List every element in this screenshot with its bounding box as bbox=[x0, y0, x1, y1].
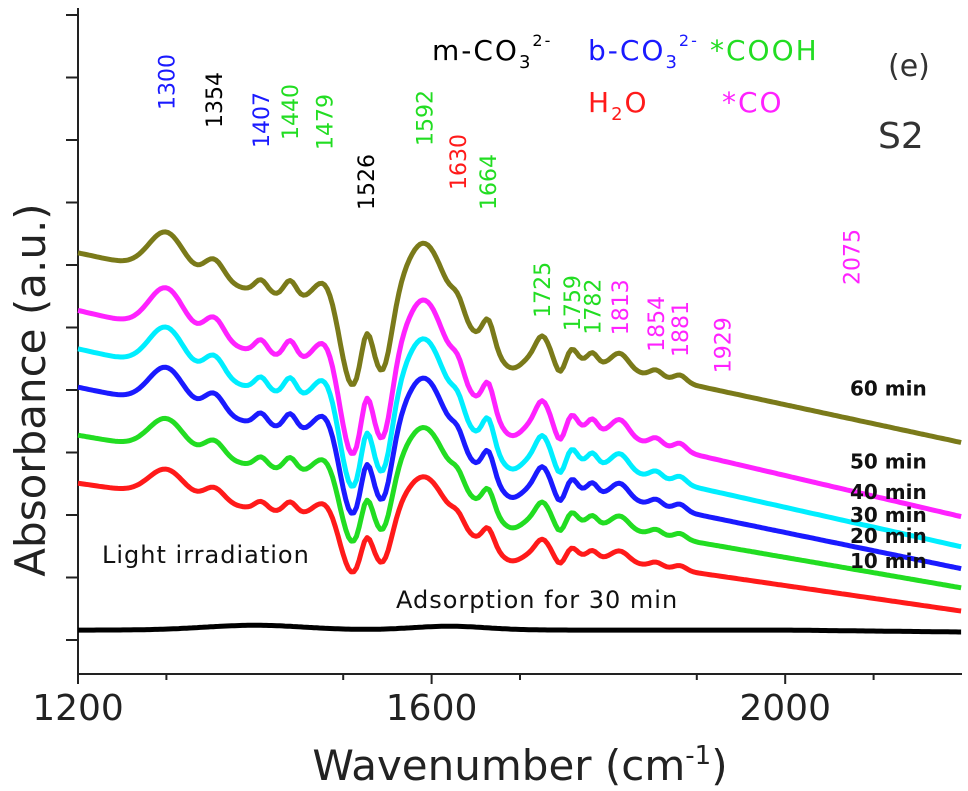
x-axis-title-main: Wavenumber (cm bbox=[312, 741, 685, 790]
annotation-light-irradiation: Light irradiation bbox=[102, 541, 310, 569]
peak-label: 1725 bbox=[531, 262, 556, 318]
series-label: 30 min bbox=[850, 503, 927, 527]
series-line bbox=[77, 466, 962, 614]
legend-subscript: 3 bbox=[665, 52, 678, 73]
legend-text: H bbox=[588, 86, 611, 119]
legend-item: H2O bbox=[588, 86, 649, 125]
x-axis-title-sup: -1 bbox=[685, 741, 711, 771]
peak-label: 1479 bbox=[314, 94, 339, 150]
y-axis-title: Absorbance (a.u.) bbox=[6, 203, 55, 576]
legend-item: b-CO32- bbox=[588, 31, 699, 73]
peak-label: 1300 bbox=[155, 54, 180, 110]
peak-label: 1881 bbox=[669, 301, 694, 357]
series-label: 60 min bbox=[850, 376, 927, 400]
x-axis-ticks: 1200 1600 2000 bbox=[32, 674, 875, 729]
peak-label: 1407 bbox=[250, 92, 275, 148]
series-line bbox=[78, 622, 962, 635]
x-axis-title-end: ) bbox=[711, 741, 727, 790]
series-label: 40 min bbox=[850, 480, 927, 504]
series-line bbox=[77, 364, 962, 572]
peak-label: 1929 bbox=[711, 317, 736, 373]
series-label: Adsorption for 30 min bbox=[396, 586, 678, 614]
peak-label: 1354 bbox=[203, 72, 228, 128]
y-axis-ticks bbox=[66, 14, 78, 641]
legend-text: *CO bbox=[722, 86, 784, 119]
sample-label: S2 bbox=[878, 116, 924, 157]
series-line bbox=[77, 415, 962, 591]
peak-label: 1759 bbox=[561, 275, 586, 331]
peak-label: 1440 bbox=[279, 84, 304, 140]
peak-label: 1630 bbox=[447, 134, 472, 190]
peak-label: 1813 bbox=[609, 279, 634, 335]
peak-label: 1854 bbox=[645, 296, 670, 352]
legend-subscript: 2 bbox=[611, 104, 624, 125]
legend-superscript: 2- bbox=[532, 31, 552, 50]
peak-labels: 1300 1354 1407 1440 1479 1526 1592 1630 1664 1725… bbox=[155, 54, 865, 373]
peak-label: 1526 bbox=[355, 154, 380, 210]
legend-item: m-CO32- bbox=[432, 31, 552, 73]
spectra-curves bbox=[77, 229, 962, 635]
legend-text-tail: O bbox=[625, 86, 649, 119]
series-label: 20 min bbox=[850, 524, 927, 548]
peak-label: 1592 bbox=[414, 90, 439, 146]
x-tick-label: 2000 bbox=[739, 688, 831, 729]
peak-label: 1782 bbox=[581, 279, 606, 335]
series-line bbox=[77, 285, 962, 520]
peak-label: 2075 bbox=[841, 229, 866, 285]
series-label: 50 min bbox=[850, 449, 927, 473]
legend-subscript: 3 bbox=[519, 52, 532, 73]
legend-text: m-CO bbox=[432, 34, 519, 67]
series-line bbox=[77, 324, 962, 550]
legend-text: b-CO bbox=[588, 34, 665, 67]
legend-item: *COOH bbox=[710, 34, 819, 67]
legend-item: *CO bbox=[722, 86, 784, 119]
x-tick-label: 1200 bbox=[32, 688, 124, 729]
legend-superscript: 2- bbox=[679, 31, 699, 50]
x-axis-title: Wavenumber (cm-1) bbox=[312, 741, 727, 790]
series-line bbox=[77, 229, 962, 445]
panel-label: (e) bbox=[888, 49, 930, 84]
legend-text: *COOH bbox=[710, 34, 819, 67]
series-label: 10 min bbox=[850, 549, 927, 573]
x-tick-label: 1600 bbox=[386, 688, 478, 729]
peak-label: 1664 bbox=[477, 154, 502, 210]
